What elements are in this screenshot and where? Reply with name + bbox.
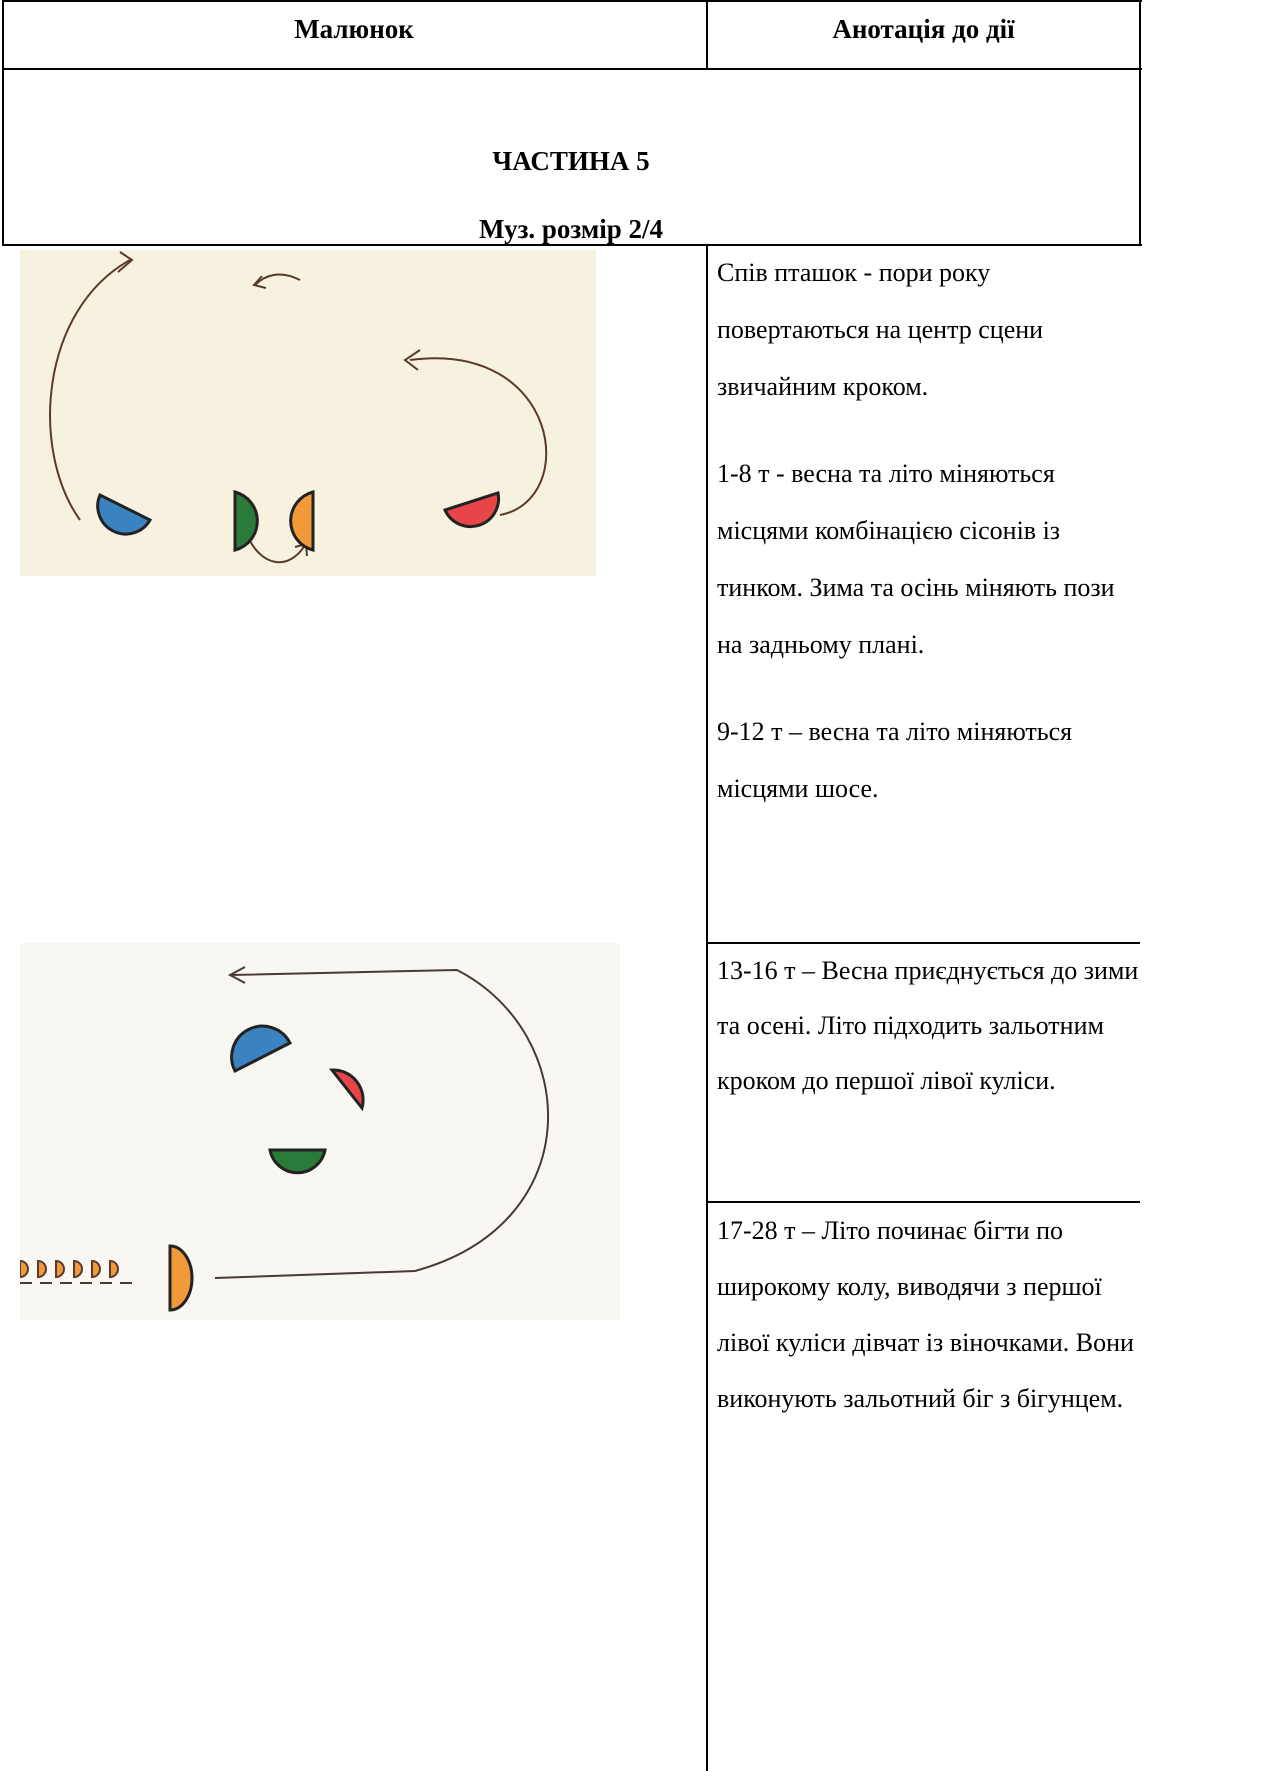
border <box>706 244 708 1771</box>
paragraph: Спів пташок - пори року повертаються на … <box>717 258 1044 401</box>
annotation: 17-28 т – Літо починає бігти по широкому… <box>717 1203 1145 1457</box>
annotation: Спів пташок - пори року повертаються на … <box>717 244 1145 847</box>
border <box>1139 0 1141 244</box>
border <box>707 1201 1140 1203</box>
section-subtitle: Муз. розмір 2/4 <box>478 214 664 244</box>
header-cell: Малюнок <box>294 14 414 44</box>
section-title: ЧАСТИНА 5 <box>492 146 650 176</box>
header-cell: Анотація до дії <box>832 14 1015 44</box>
border <box>2 244 1142 246</box>
border <box>706 0 708 68</box>
annotation: 13-16 т – Весна приєднується до зими та … <box>717 943 1145 1138</box>
border <box>2 0 1142 2</box>
paragraph: 17-28 т – Літо починає бігти по широкому… <box>717 1216 1134 1413</box>
paragraph: 13-16 т – Весна приєднується до зими та … <box>717 956 1139 1095</box>
border <box>707 942 1140 944</box>
paragraph: 9-12 т – весна та літо міняються місцями… <box>717 717 1073 803</box>
border <box>2 0 4 244</box>
drawing <box>20 250 596 576</box>
drawing <box>20 943 620 1320</box>
border <box>2 68 1142 70</box>
paragraph: 1-8 т - весна та літо міняються місцями … <box>717 459 1115 659</box>
